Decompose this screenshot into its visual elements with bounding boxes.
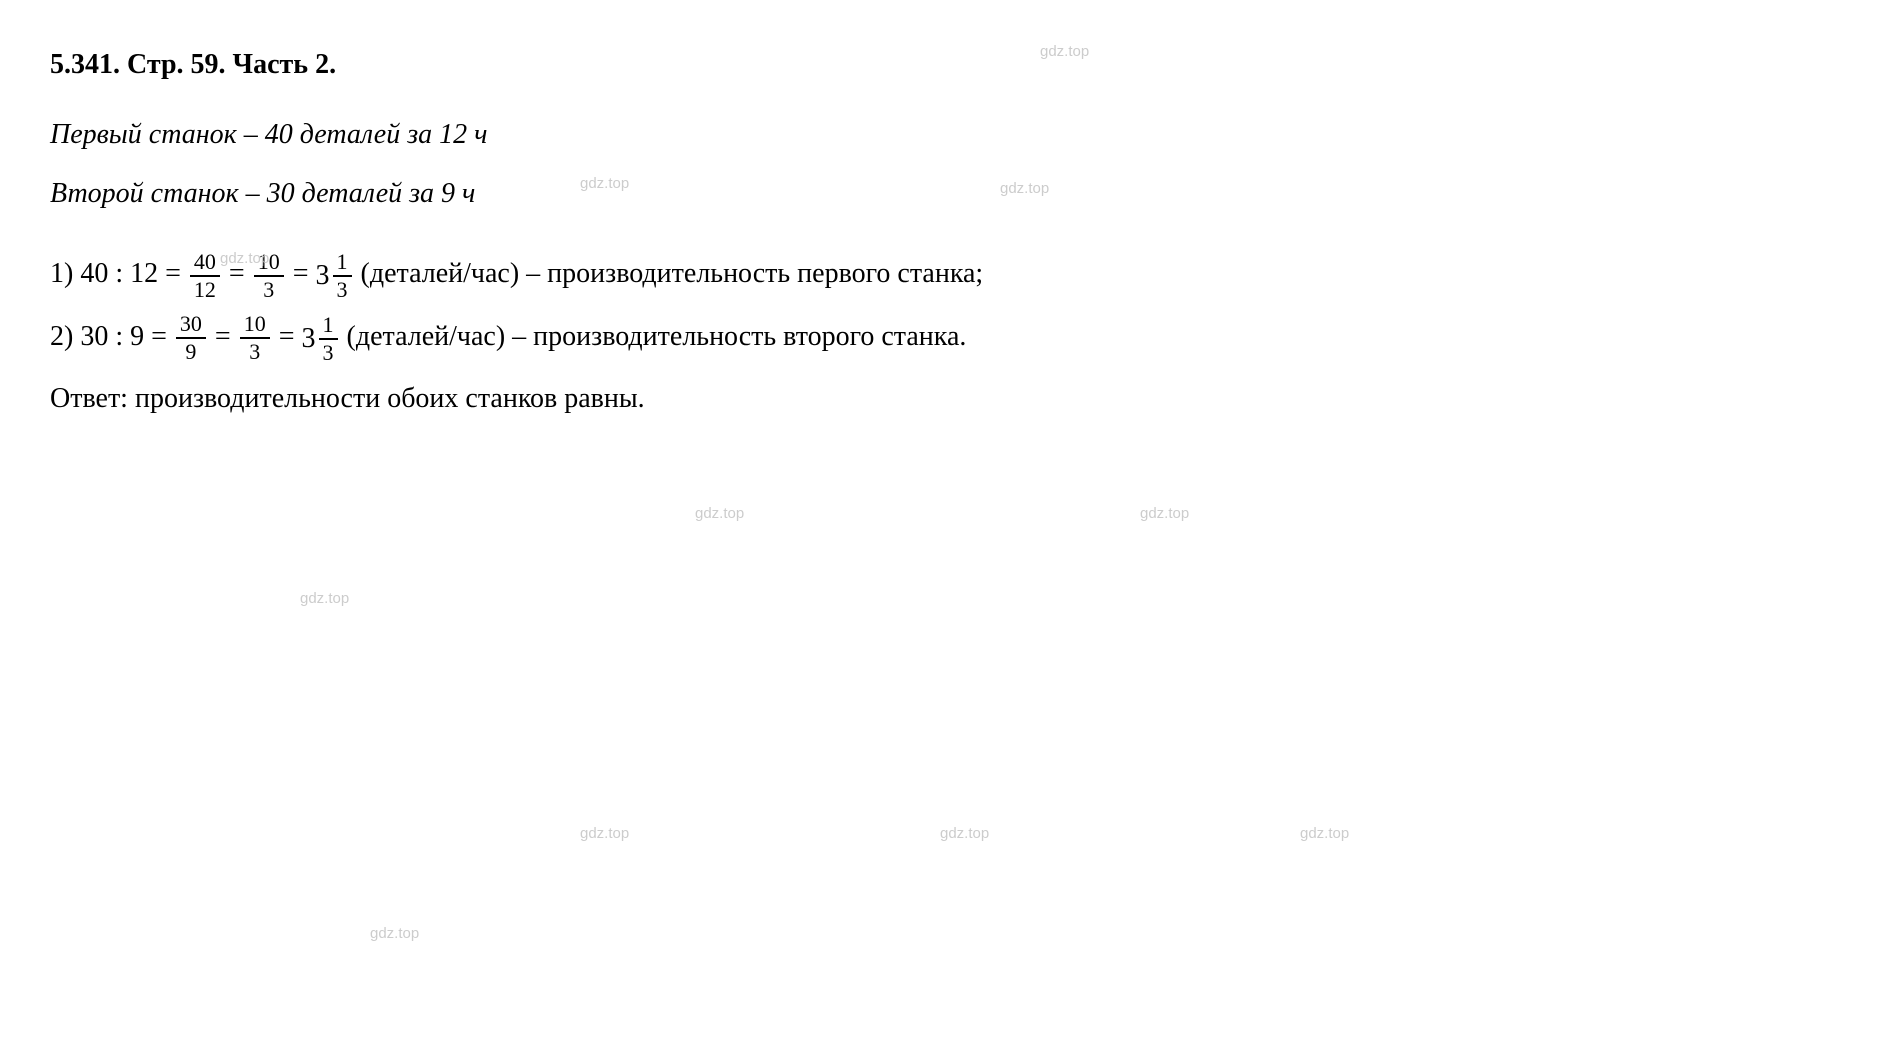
part-label: Часть 2.: [233, 49, 337, 80]
step2-mixed-num: 1: [319, 314, 338, 340]
step1-mixed-whole: 3: [316, 251, 330, 301]
solution-step-2: 2) 30 : 9 = 30 9 = 10 3 = 3 1 3 (деталей…: [50, 312, 1853, 364]
step1-unit-desc: (деталей/час) – производительность перво…: [361, 258, 984, 289]
step1-mixed: 3 1 3: [316, 250, 354, 302]
watermark-text: gdz.top: [695, 500, 744, 527]
step2-frac1: 30 9: [176, 313, 206, 363]
step1-frac1: 40 12: [190, 251, 220, 301]
step2-eq2: =: [279, 321, 295, 352]
problem-header: 5.341. Стр. 59. Часть 2.: [50, 40, 1853, 90]
step1-label: 1): [50, 258, 73, 289]
given-line-1: Первый станок – 40 деталей за 12 ч: [50, 110, 1853, 160]
step1-eq2: =: [293, 258, 309, 289]
step2-label: 2): [50, 321, 73, 352]
step1-frac2-num: 10: [254, 251, 284, 277]
solution-step-1: 1) 40 : 12 = 40 12 = 10 3 = 3 1 3 (детал…: [50, 249, 1853, 301]
step2-frac2: 10 3: [240, 313, 270, 363]
answer-line: Ответ: производительности обоих станков …: [50, 374, 1853, 424]
watermark-text: gdz.top: [1300, 820, 1349, 847]
step2-frac1-num: 30: [176, 313, 206, 339]
step1-frac2: 10 3: [254, 251, 284, 301]
step2-mixed-den: 3: [319, 340, 338, 364]
watermark-text: gdz.top: [580, 820, 629, 847]
watermark-text: gdz.top: [300, 585, 349, 612]
step2-frac1-den: 9: [176, 339, 206, 363]
problem-number: 5.341.: [50, 49, 120, 80]
step2-unit-desc: (деталей/час) – производительность второ…: [347, 321, 967, 352]
step1-eq1: =: [229, 258, 245, 289]
watermark-text: gdz.top: [370, 920, 419, 947]
step2-frac2-num: 10: [240, 313, 270, 339]
step1-frac2-den: 3: [254, 277, 284, 301]
answer-text: производительности обоих станков равны.: [135, 383, 645, 414]
step1-mixed-num: 1: [333, 251, 352, 277]
step1-mixed-frac: 1 3: [333, 251, 352, 301]
step2-eq1: =: [215, 321, 231, 352]
step2-mixed-frac: 1 3: [319, 314, 338, 364]
machine2-prefix: Второй станок –: [50, 178, 267, 209]
watermark-text: gdz.top: [1140, 500, 1189, 527]
step1-expr-start: 40 : 12 =: [80, 258, 181, 289]
step1-frac1-den: 12: [190, 277, 220, 301]
machine2-details: 30 деталей за 9 ч: [267, 178, 476, 209]
page-label: Стр. 59.: [127, 49, 226, 80]
step2-mixed-whole: 3: [302, 314, 316, 364]
given-line-2: Второй станок – 30 деталей за 9 ч: [50, 169, 1853, 219]
step2-frac2-den: 3: [240, 339, 270, 363]
answer-label: Ответ:: [50, 383, 128, 414]
machine1-prefix: Первый станок –: [50, 119, 265, 150]
watermark-text: gdz.top: [940, 820, 989, 847]
step2-mixed: 3 1 3: [302, 312, 340, 364]
machine1-details: 40 деталей за 12 ч: [265, 119, 488, 150]
step2-expr-start: 30 : 9 =: [80, 321, 167, 352]
step1-mixed-den: 3: [333, 277, 352, 301]
step1-frac1-num: 40: [190, 251, 220, 277]
